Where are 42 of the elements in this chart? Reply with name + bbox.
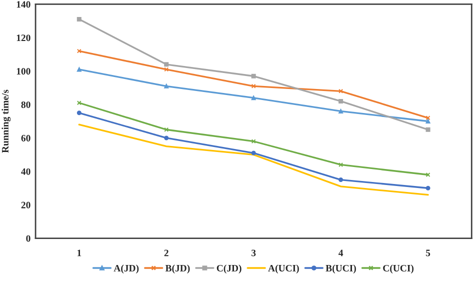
legend-label: C(UCI) (383, 264, 414, 274)
point (164, 62, 169, 67)
legend-label: B(JD) (165, 264, 190, 274)
point (164, 84, 169, 88)
y-tick-label: 100 (16, 68, 30, 75)
point (164, 127, 169, 132)
line-series (78, 124, 429, 196)
point (76, 67, 82, 72)
point (76, 17, 82, 22)
legend-label: A(JD) (114, 264, 139, 274)
point (338, 178, 344, 182)
legend-label: B(UCI) (326, 264, 356, 274)
y-tick-label: 0 (26, 235, 30, 242)
y-tick-label: 20 (21, 202, 30, 208)
point (338, 108, 344, 114)
point (251, 150, 256, 156)
y-tick-label: 140 (16, 1, 30, 8)
y-tick-label: 40 (21, 168, 30, 175)
point (426, 119, 430, 124)
x-tick-label: 3 (252, 250, 256, 256)
y-tick-label: 80 (21, 101, 30, 108)
legend-label: A(UCI) (268, 264, 299, 274)
point (251, 96, 256, 100)
point (338, 88, 344, 94)
y-axis-title: Running time/s (2, 90, 11, 153)
point (251, 139, 256, 144)
y-tick-label: 120 (16, 34, 30, 42)
point (76, 110, 82, 116)
point (251, 84, 256, 88)
point (164, 136, 169, 140)
point (338, 98, 344, 104)
x-tick-label: 1 (78, 250, 82, 256)
point (426, 127, 430, 132)
y-tick-label: 60 (21, 134, 30, 142)
x-tick-label: 4 (338, 250, 344, 256)
legend-label: C(JD) (216, 264, 242, 274)
x-tick-label: 2 (164, 250, 168, 256)
point (251, 74, 256, 78)
point (338, 162, 344, 167)
point (426, 186, 430, 190)
point (164, 67, 169, 72)
x-tick-label: 5 (426, 250, 430, 256)
